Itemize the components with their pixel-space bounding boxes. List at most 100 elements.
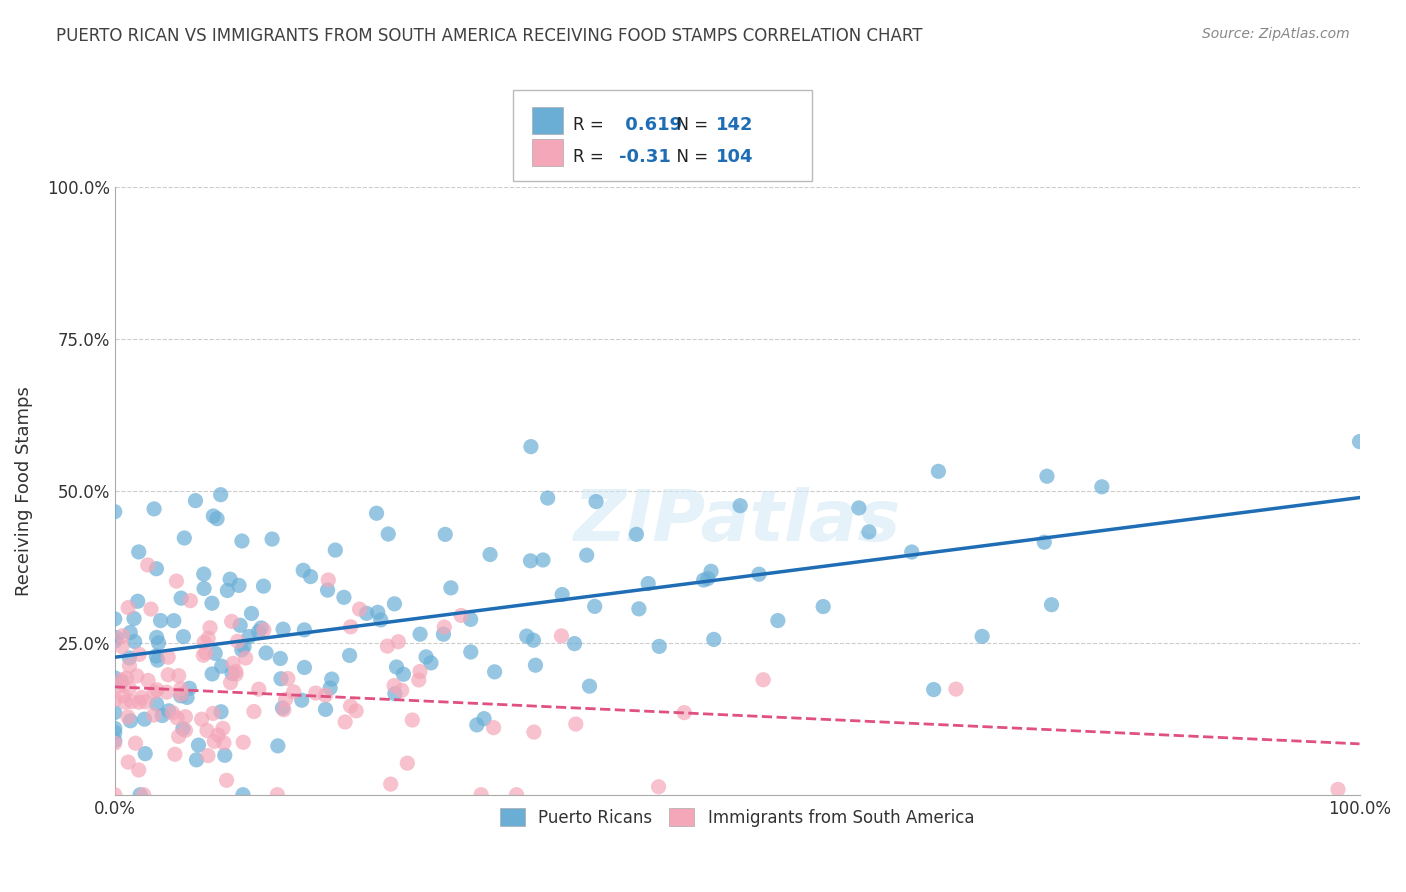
Immigrants from South America: [179, 593, 201, 607]
Puerto Ricans: [972, 629, 994, 643]
Immigrants from South America: [131, 690, 153, 705]
Immigrants from South America: [221, 615, 243, 629]
Immigrants from South America: [433, 620, 456, 634]
Immigrants from South America: [1327, 782, 1350, 797]
Puerto Ricans: [124, 634, 146, 648]
Puerto Ricans: [575, 548, 598, 562]
Immigrants from South America: [349, 602, 371, 616]
Puerto Ricans: [145, 631, 167, 645]
Immigrants from South America: [482, 721, 505, 735]
Immigrants from South America: [136, 673, 159, 688]
Immigrants from South America: [222, 657, 245, 671]
Puerto Ricans: [228, 578, 250, 592]
Text: N =: N =: [666, 148, 714, 166]
Puerto Ricans: [585, 494, 607, 508]
Immigrants from South America: [136, 558, 159, 572]
Immigrants from South America: [408, 673, 430, 687]
Immigrants from South America: [104, 692, 127, 706]
Text: Source: ZipAtlas.com: Source: ZipAtlas.com: [1202, 27, 1350, 41]
Puerto Ricans: [122, 611, 145, 625]
Y-axis label: Receiving Food Stamps: Receiving Food Stamps: [15, 386, 32, 596]
Puerto Ricans: [134, 747, 156, 761]
Puerto Ricans: [232, 788, 254, 802]
Immigrants from South America: [401, 713, 423, 727]
Immigrants from South America: [135, 695, 157, 709]
Immigrants from South America: [344, 704, 367, 718]
Puerto Ricans: [104, 722, 127, 736]
Puerto Ricans: [583, 599, 606, 614]
Immigrants from South America: [114, 695, 136, 709]
Immigrants from South America: [165, 574, 187, 588]
Puerto Ricans: [1091, 480, 1114, 494]
Puerto Ricans: [367, 605, 389, 619]
Immigrants from South America: [174, 709, 197, 723]
Puerto Ricans: [384, 597, 406, 611]
Puerto Ricans: [201, 596, 224, 610]
Immigrants from South America: [235, 651, 257, 665]
Immigrants from South America: [128, 763, 150, 777]
Puerto Ricans: [172, 722, 194, 736]
Immigrants from South America: [253, 623, 276, 637]
Immigrants from South America: [673, 706, 696, 720]
Puerto Ricans: [104, 612, 127, 626]
Puerto Ricans: [229, 618, 252, 632]
Immigrants from South America: [505, 788, 527, 802]
Immigrants from South America: [193, 648, 215, 663]
Immigrants from South America: [225, 667, 247, 681]
Puerto Ricans: [187, 738, 209, 752]
Puerto Ricans: [252, 579, 274, 593]
Immigrants from South America: [945, 682, 967, 697]
Immigrants from South America: [162, 706, 184, 720]
Puerto Ricans: [637, 576, 659, 591]
Puerto Ricans: [858, 524, 880, 539]
Puerto Ricans: [170, 591, 193, 606]
Puerto Ricans: [204, 646, 226, 660]
Legend: Puerto Ricans, Immigrants from South America: Puerto Ricans, Immigrants from South Ame…: [492, 800, 983, 835]
Puerto Ricans: [240, 607, 263, 621]
Puerto Ricans: [221, 666, 243, 681]
Immigrants from South America: [104, 788, 127, 802]
Puerto Ricans: [134, 712, 156, 726]
Immigrants from South America: [128, 695, 150, 709]
Puerto Ricans: [648, 640, 671, 654]
Puerto Ricans: [269, 651, 291, 665]
Puerto Ricans: [465, 718, 488, 732]
Immigrants from South America: [163, 747, 186, 762]
Puerto Ricans: [323, 543, 346, 558]
Immigrants from South America: [391, 683, 413, 698]
Puerto Ricans: [366, 506, 388, 520]
Text: ZIPatlas: ZIPatlas: [574, 487, 901, 556]
Puerto Ricans: [110, 675, 132, 690]
Immigrants from South America: [170, 687, 193, 701]
Immigrants from South America: [112, 689, 135, 703]
Immigrants from South America: [380, 777, 402, 791]
Immigrants from South America: [396, 756, 419, 771]
Immigrants from South America: [305, 686, 328, 700]
Puerto Ricans: [170, 689, 193, 703]
Puerto Ricans: [370, 613, 392, 627]
Immigrants from South America: [143, 685, 166, 699]
Puerto Ricans: [377, 527, 399, 541]
Puerto Ricans: [460, 612, 482, 626]
Immigrants from South America: [387, 634, 409, 648]
Immigrants from South America: [232, 735, 254, 749]
Puerto Ricans: [104, 725, 127, 739]
Immigrants from South America: [117, 755, 139, 769]
Puerto Ricans: [627, 602, 650, 616]
Puerto Ricans: [145, 648, 167, 663]
Immigrants from South America: [523, 725, 546, 739]
Puerto Ricans: [104, 505, 127, 519]
Puerto Ricans: [267, 739, 290, 753]
Puerto Ricans: [537, 491, 560, 505]
Immigrants from South America: [170, 681, 193, 696]
Immigrants from South America: [128, 648, 150, 662]
Puerto Ricans: [748, 567, 770, 582]
Puerto Ricans: [211, 659, 233, 673]
Puerto Ricans: [270, 672, 292, 686]
Immigrants from South America: [339, 620, 361, 634]
FancyBboxPatch shape: [531, 139, 562, 166]
Puerto Ricans: [519, 554, 541, 568]
Puerto Ricans: [479, 548, 502, 562]
Immigrants from South America: [104, 736, 127, 750]
Puerto Ricans: [173, 531, 195, 545]
